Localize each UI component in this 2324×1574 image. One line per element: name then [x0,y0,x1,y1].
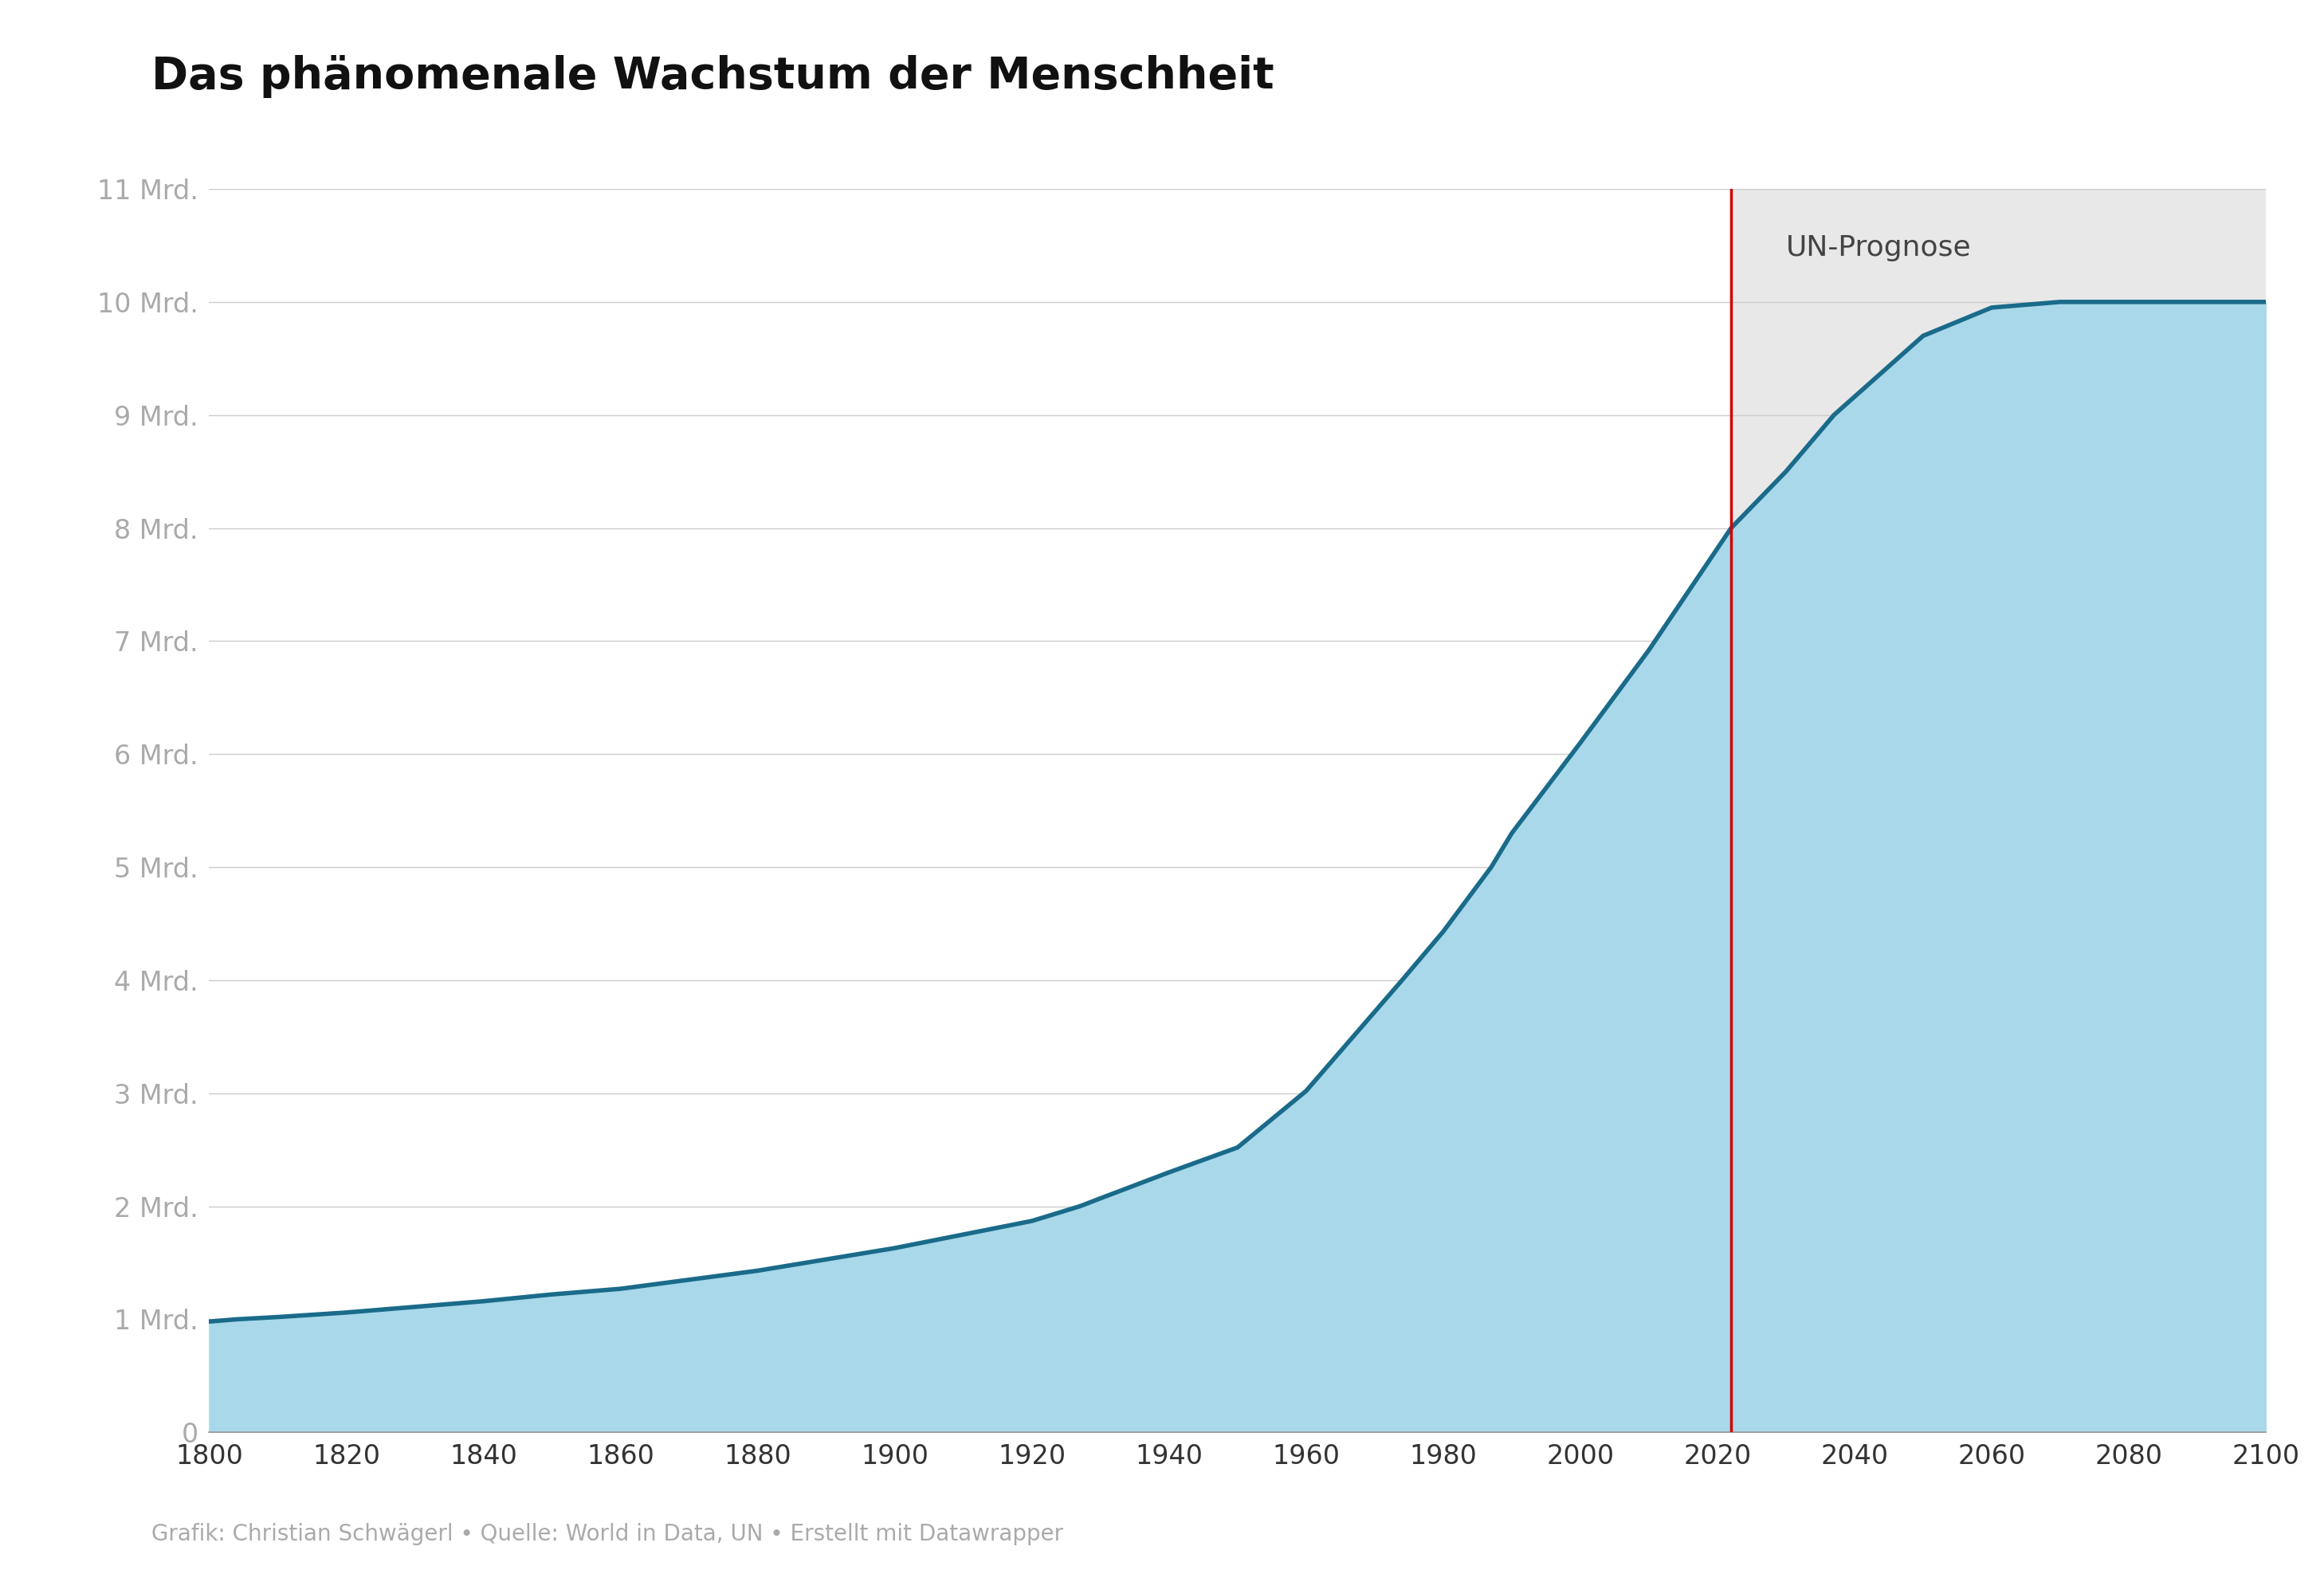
Text: UN-Prognose: UN-Prognose [1787,235,1971,261]
Bar [1731,189,2266,1432]
Text: Grafik: Christian Schwägerl • Quelle: World in Data, UN • Erstellt mit Datawrapp: Grafik: Christian Schwägerl • Quelle: Wo… [151,1524,1062,1546]
Text: Das phänomenale Wachstum der Menschheit: Das phänomenale Wachstum der Menschheit [151,55,1274,98]
